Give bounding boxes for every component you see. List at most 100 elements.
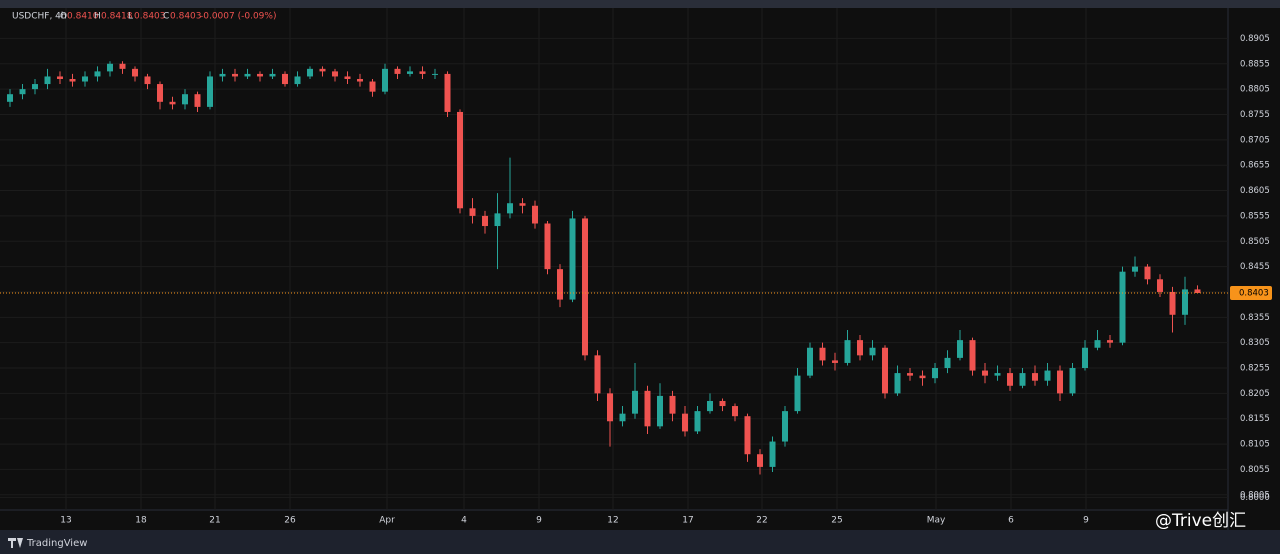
candle-body — [69, 78, 76, 82]
candle-body — [894, 373, 901, 394]
x-tick-label: 9 — [1083, 516, 1089, 526]
tv-logo — [8, 538, 23, 548]
x-tick-label: 21 — [209, 516, 220, 526]
watermark: @Trive创汇 — [1155, 511, 1246, 531]
candle-body — [544, 223, 551, 270]
candle-body — [707, 400, 713, 412]
candle-body — [907, 373, 913, 376]
candle-body — [1107, 340, 1113, 343]
candle-body — [557, 269, 563, 300]
y-tick-label: 0.8605 — [1240, 186, 1270, 196]
y-tick-label: 0.8155 — [1240, 414, 1270, 424]
candle-body — [344, 76, 351, 79]
candle-body — [294, 76, 301, 85]
candle-body — [7, 94, 13, 102]
candle-body — [769, 441, 776, 467]
candle-body — [94, 71, 101, 77]
candle-body — [169, 101, 176, 105]
candle-body — [107, 63, 113, 72]
candle-body — [1144, 266, 1151, 280]
candle-body — [794, 375, 801, 412]
candle-body — [519, 203, 526, 206]
candle-body — [382, 68, 388, 92]
candle-body — [632, 390, 638, 414]
candle-body — [269, 73, 276, 77]
candle-body — [657, 395, 663, 427]
change-value: -0.0007 (-0.09%) — [200, 12, 276, 22]
candle-body — [882, 347, 888, 394]
high-value: 0.8418 — [101, 12, 133, 22]
x-tick-label: 17 — [682, 516, 693, 526]
candle-body — [919, 375, 926, 379]
y-tick-label: 0.8355 — [1240, 313, 1270, 323]
x-tick-label: May — [927, 516, 946, 526]
candle-body — [732, 406, 738, 417]
candle-body — [719, 400, 726, 407]
x-tick-label: 13 — [60, 516, 71, 526]
y-tick-label: 0.8455 — [1240, 262, 1270, 272]
candle-body — [969, 340, 976, 371]
y-tick-label: 0.8705 — [1240, 135, 1270, 145]
x-tick-label: 26 — [284, 516, 296, 526]
candle-body — [57, 76, 63, 79]
x-tick-label: 25 — [831, 516, 842, 526]
candle-body — [219, 73, 226, 77]
candle-body — [1169, 291, 1176, 315]
candle-body — [869, 347, 876, 356]
candle-body — [282, 73, 288, 85]
y-tick-label: 0.8905 — [1240, 34, 1270, 44]
candle-body — [194, 94, 201, 107]
candle-body — [232, 73, 238, 77]
y-tick-label: 0.8205 — [1240, 389, 1270, 399]
candle-body — [819, 347, 826, 361]
candle-body — [319, 68, 326, 72]
candle-body — [694, 411, 701, 432]
candle-body — [782, 411, 788, 442]
candle-body — [619, 413, 626, 422]
candle-body — [1032, 373, 1038, 381]
plot-bg — [0, 8, 1280, 530]
candle-body — [982, 370, 988, 376]
candle-body — [1157, 279, 1163, 292]
candle-body — [419, 71, 426, 74]
y-tick-label: 0.8005 — [1240, 490, 1270, 500]
candle-body — [1082, 347, 1088, 369]
candle-body — [82, 76, 88, 82]
candle-body — [132, 68, 138, 77]
candle-body — [569, 218, 576, 300]
y-tick-label: 0.8805 — [1240, 85, 1270, 95]
candle-body — [607, 393, 613, 422]
candle-body — [1094, 340, 1101, 348]
candle-body — [1182, 289, 1188, 315]
y-tick-label: 0.8555 — [1240, 211, 1270, 221]
candle-body — [394, 68, 401, 74]
candle-body — [457, 111, 463, 209]
candle-body — [944, 357, 951, 369]
y-tick-label: 0.8655 — [1240, 161, 1270, 171]
candle-body — [844, 340, 851, 363]
y-tick-label: 0.8000 — [1240, 493, 1270, 503]
candle-body — [144, 76, 151, 85]
top-border — [0, 0, 1280, 8]
y-tick-label: 0.8305 — [1240, 338, 1270, 348]
x-tick-label: 6 — [1008, 516, 1014, 526]
o-label: O — [60, 12, 67, 22]
candle-body — [532, 205, 538, 224]
candle-body — [369, 81, 376, 92]
candle-body — [1069, 368, 1076, 394]
candle-body — [594, 355, 601, 394]
candle-body — [182, 94, 188, 105]
candle-body — [807, 347, 813, 376]
candle-body — [407, 71, 413, 74]
y-tick-label: 0.8505 — [1240, 237, 1270, 247]
x-tick-label: 9 — [536, 516, 542, 526]
x-tick-label: Apr — [379, 516, 395, 526]
brand: TradingView — [26, 538, 87, 549]
x-tick-label: 18 — [135, 516, 147, 526]
x-tick-label: 22 — [756, 516, 767, 526]
candle-body — [744, 416, 751, 455]
candle-body — [119, 63, 126, 69]
candle-body — [1132, 266, 1138, 272]
y-tick-label: 0.8255 — [1240, 364, 1270, 374]
